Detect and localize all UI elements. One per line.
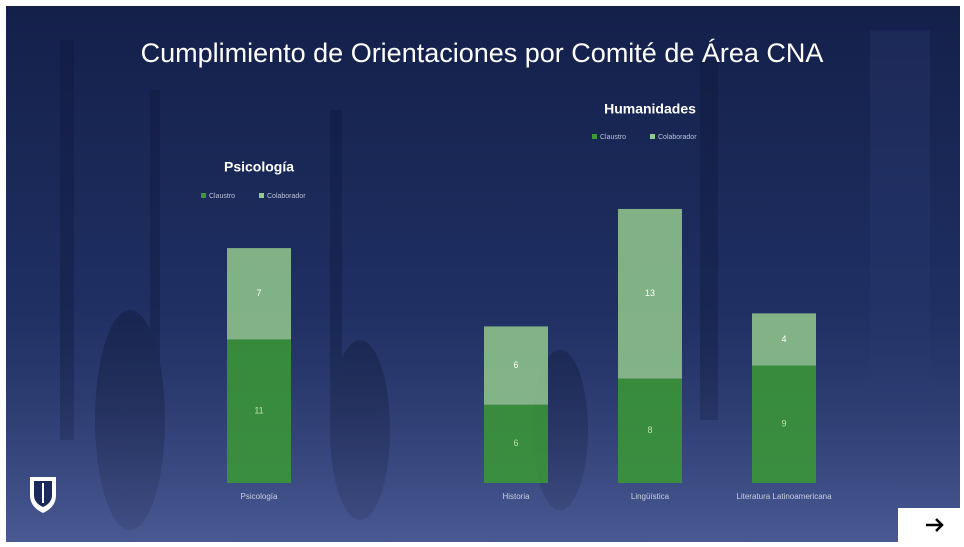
legend-swatch: [201, 193, 206, 198]
legend-label: Colaborador: [267, 193, 306, 200]
legend-swatch: [259, 193, 264, 198]
data-label: 7: [256, 288, 261, 298]
chart-title: Humanidades: [604, 101, 696, 117]
legend-swatch: [592, 134, 597, 139]
logo: [30, 477, 56, 513]
data-label: 11: [254, 406, 263, 416]
data-label: 9: [781, 419, 786, 429]
bar-segment: [752, 365, 816, 483]
bar-segment: [484, 326, 548, 405]
data-label: 13: [645, 288, 655, 298]
legend-label: Claustro: [600, 134, 626, 141]
bar-segment: [618, 378, 682, 483]
legend-label: Claustro: [209, 193, 235, 200]
slide-title: Cumplimiento de Orientaciones por Comité…: [141, 38, 824, 68]
bar-segment: [484, 404, 548, 483]
x-tick-label: Historia: [502, 492, 530, 501]
bar-segment: [752, 313, 816, 366]
chart-title: Psicología: [224, 159, 294, 175]
data-label: 6: [513, 438, 518, 448]
data-label: 6: [513, 360, 518, 370]
x-tick-label: Literatura Latinoamericana: [736, 492, 832, 501]
ground: [6, 340, 960, 542]
x-tick-label: Lingüística: [631, 492, 670, 501]
bar-segment: [618, 208, 682, 379]
data-label: 8: [647, 425, 652, 435]
legend-swatch: [650, 134, 655, 139]
next-arrow[interactable]: [926, 518, 944, 532]
legend-label: Colaborador: [658, 134, 697, 141]
next-button[interactable]: [898, 508, 960, 542]
bar-segment: [227, 248, 291, 340]
bar-segment: [227, 339, 291, 483]
data-label: 4: [781, 334, 786, 344]
x-tick-label: Psicología: [241, 492, 278, 501]
